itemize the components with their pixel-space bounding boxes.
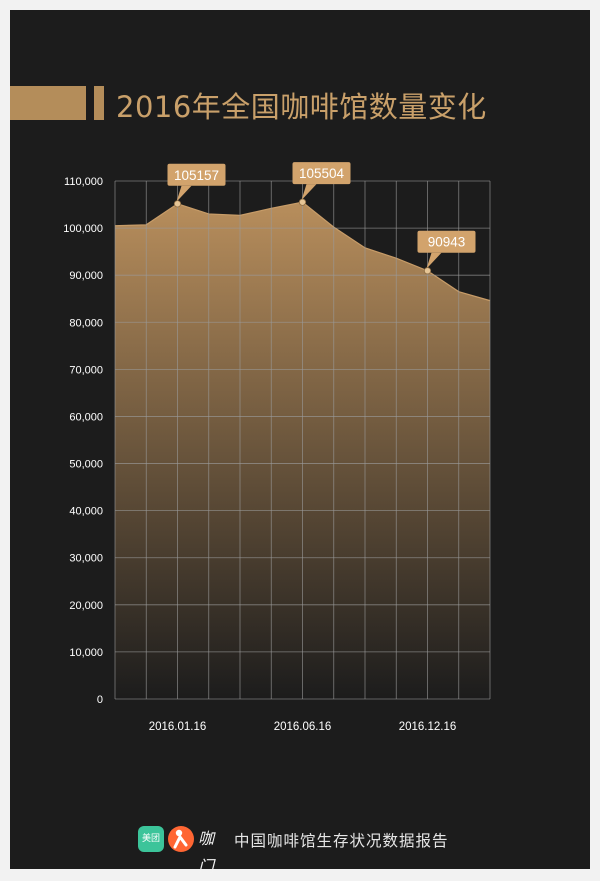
y-tick-label: 0	[97, 694, 103, 706]
y-tick-label: 50,000	[69, 459, 103, 471]
x-tick-label: 2016.06.16	[274, 721, 332, 733]
chart-title: 2016年全国咖啡馆数量变化	[116, 90, 487, 124]
y-tick-label: 110,000	[64, 176, 103, 188]
callout-box	[292, 162, 351, 185]
meituan-logo: 美团	[138, 826, 164, 852]
callout-pointer	[301, 184, 317, 201]
y-tick-label: 20,000	[69, 600, 103, 612]
y-tick-label: 80,000	[69, 317, 103, 329]
y-tick-label: 60,000	[69, 411, 103, 423]
kafei-logo: 咖门	[198, 829, 215, 876]
data-point	[423, 267, 432, 275]
data-callout: 105504	[292, 162, 351, 206]
annotation-layer: 105157 105504 90943	[167, 162, 476, 275]
y-tick-label: 40,000	[69, 506, 103, 518]
title-accent-bar-small	[94, 86, 104, 120]
data-callout: 90943	[417, 230, 476, 275]
axis-layer: 0 10,000 20,000 30,000 40,000 50,000 60,000 70,…	[63, 176, 456, 733]
callout-value-label: 105504	[299, 166, 345, 181]
callout-pointer	[426, 252, 442, 269]
title-accent-bar	[10, 86, 86, 120]
y-tick-label: 30,000	[69, 553, 103, 565]
data-callout: 105157	[167, 163, 226, 208]
callout-pointer	[176, 185, 192, 202]
x-tick-label: 2016.01.16	[149, 721, 207, 733]
dianping-figure-icon	[173, 829, 188, 849]
callout-box	[167, 163, 226, 186]
callout-value-label: 105157	[174, 168, 219, 183]
callout-value-label: 90943	[428, 235, 466, 250]
x-tick-label: 2016.12.16	[399, 721, 457, 733]
y-tick-label: 100,000	[63, 223, 103, 235]
y-tick-label: 70,000	[69, 364, 103, 376]
footer-report-title: 中国咖啡馆生存状况数据报告	[234, 832, 449, 850]
dianping-logo	[168, 826, 194, 852]
data-point	[298, 198, 307, 206]
y-tick-label: 90,000	[69, 270, 103, 282]
grid-layer	[114, 180, 491, 700]
data-point	[173, 200, 182, 208]
callout-box	[417, 230, 476, 253]
y-tick-label: 10,000	[69, 647, 103, 659]
